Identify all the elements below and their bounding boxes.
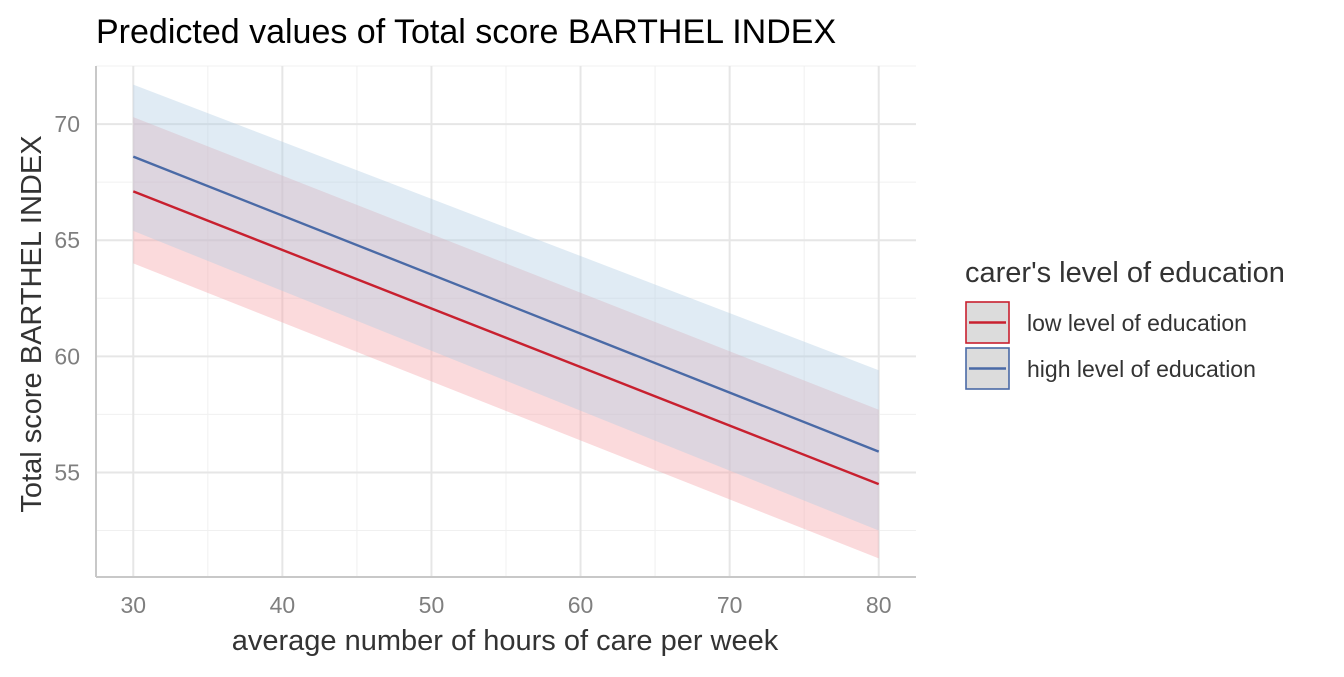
legend-label: high level of education bbox=[1027, 356, 1256, 382]
axes: 30 40 50 60 70 80 55 60 65 70 bbox=[54, 66, 916, 618]
x-axis-label: average number of hours of care per week bbox=[232, 625, 779, 657]
x-tick-label: 30 bbox=[120, 592, 146, 618]
series-lines bbox=[132, 155, 880, 486]
x-tick-label: 60 bbox=[568, 592, 594, 618]
series-line-high bbox=[132, 155, 880, 453]
chart-title: Predicted values of Total score BARTHEL … bbox=[96, 13, 836, 51]
confidence-band-high bbox=[133, 84, 879, 531]
x-tick-label: 70 bbox=[717, 592, 743, 618]
legend: carer's level of education low level of … bbox=[965, 257, 1285, 390]
x-tick-label: 50 bbox=[419, 592, 445, 618]
grid bbox=[96, 65, 916, 577]
series-line-low bbox=[132, 190, 880, 486]
y-tick-label: 55 bbox=[54, 459, 80, 485]
x-tick-label: 80 bbox=[866, 592, 892, 618]
legend-item: low level of education bbox=[965, 301, 1247, 344]
legend-title: carer's level of education bbox=[965, 257, 1285, 289]
y-tick-label: 70 bbox=[54, 111, 80, 137]
legend-label: low level of education bbox=[1027, 310, 1247, 336]
y-tick-label: 65 bbox=[54, 227, 80, 253]
y-tick-label: 60 bbox=[54, 343, 80, 369]
y-axis-label: Total score BARTHEL INDEX bbox=[16, 135, 48, 512]
legend-item: high level of education bbox=[965, 347, 1256, 390]
x-tick-label: 40 bbox=[270, 592, 296, 618]
